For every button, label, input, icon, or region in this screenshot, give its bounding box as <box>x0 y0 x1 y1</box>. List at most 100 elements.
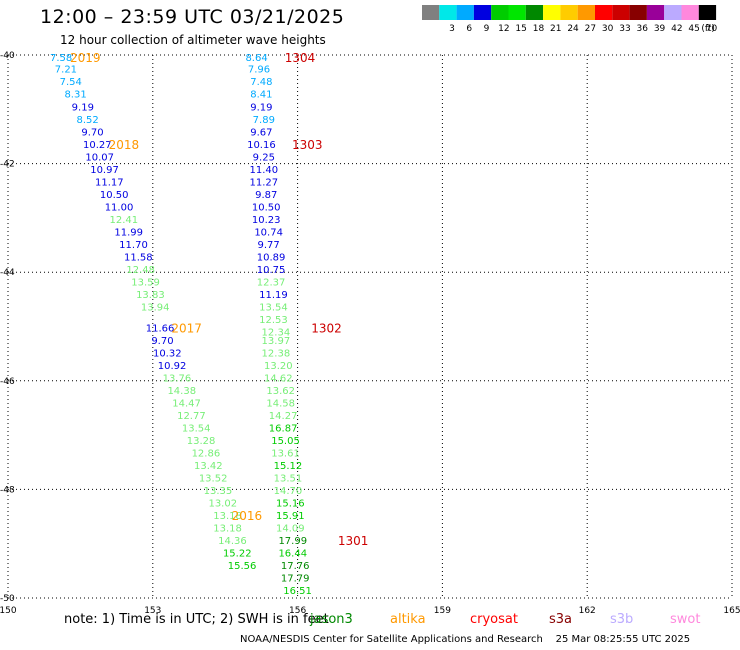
colorbar-swatch <box>612 5 630 20</box>
wave-height-point: 14.36 <box>218 536 247 547</box>
wave-height-point: 7.48 <box>250 77 272 88</box>
wave-height-point: 8.52 <box>77 115 99 126</box>
colorbar-swatch <box>629 5 647 20</box>
wave-height-point: 15.56 <box>228 561 257 572</box>
y-tick-label: -44 <box>0 268 15 278</box>
track-annotation: 1301 <box>338 534 369 548</box>
timestamp: 25 Mar 08:25:55 UTC 2025 <box>555 634 691 645</box>
wave-height-point: 15.12 <box>274 461 303 472</box>
colorbar-label: 36 <box>637 24 649 34</box>
track-annotation: 1303 <box>292 138 323 152</box>
wave-height-point: 13.97 <box>262 336 291 347</box>
colorbar-label: 24 <box>567 24 579 34</box>
colorbar-swatch <box>473 5 492 20</box>
wave-height-point: 11.00 <box>105 202 134 213</box>
x-tick-label: 165 <box>723 606 740 616</box>
colorbar-label: 18 <box>533 24 545 34</box>
wave-height-point: 11.27 <box>249 178 278 189</box>
satellite-legend-item: s3a <box>549 612 573 627</box>
wave-height-point: 12.34 <box>262 327 291 338</box>
wave-height-point: 13.18 <box>213 523 242 534</box>
colorbar-label: 12 <box>498 24 509 34</box>
wave-height-point: 13.35 <box>204 486 233 497</box>
wave-height-point: 9.19 <box>250 103 272 114</box>
colorbar-label: 3 <box>449 24 455 34</box>
wave-height-point: 9.25 <box>253 153 275 164</box>
wave-height-point: 15.05 <box>271 436 300 447</box>
wave-height-point: 17.76 <box>281 561 310 572</box>
y-tick-label: -42 <box>0 160 15 170</box>
wave-height-point: 8.31 <box>64 90 86 101</box>
y-tick-label: -48 <box>0 485 15 495</box>
wave-height-point: 13.62 <box>266 386 295 397</box>
wave-height-point: 11.19 <box>259 290 288 301</box>
wave-height-point: 11.99 <box>114 227 143 238</box>
wave-height-point: 13.54 <box>182 423 211 434</box>
wave-height-point: 17.99 <box>278 536 307 547</box>
page-title: 12:00 – 23:59 UTC 03/21/2025 <box>40 6 345 28</box>
wave-height-point: 7.21 <box>55 65 77 76</box>
wave-height-point: 10.74 <box>254 227 283 238</box>
wave-height-point: 15.16 <box>276 498 305 509</box>
x-tick-label: 150 <box>0 606 17 616</box>
wave-height-point: 11.17 <box>95 178 124 189</box>
track-annotation: 2017 <box>171 322 202 336</box>
wave-height-point: 9.70 <box>81 128 103 139</box>
wave-height-point: 10.92 <box>158 361 187 372</box>
wave-height-point: 14.47 <box>172 399 201 410</box>
colorbar-swatch <box>595 5 613 20</box>
wave-height-point: 10.07 <box>85 153 114 164</box>
colorbar-legend: 3 6 9 12 15 18 21 24 27 30 33 36 39 42 45 70(ft) <box>422 5 717 34</box>
colorbar-swatch <box>560 5 578 20</box>
wave-height-point: 14.70 <box>274 486 303 497</box>
colorbar-swatch <box>543 5 561 20</box>
wave-height-point: 7.89 <box>253 115 275 126</box>
colorbar-swatch <box>646 5 665 20</box>
track-annotation: 2018 <box>109 138 140 152</box>
wave-height-point: 11.40 <box>249 165 278 176</box>
wave-height-point: 13.83 <box>136 290 165 301</box>
wave-height-point: 14.38 <box>167 386 196 397</box>
wave-height-point: 10.97 <box>90 165 119 176</box>
colorbar-swatch <box>664 5 682 20</box>
wave-height-point: 14.58 <box>266 399 295 410</box>
wave-height-point: 9.19 <box>72 103 94 114</box>
wave-height-point: 13.20 <box>264 361 293 372</box>
colorbar-label: 42 <box>671 24 682 34</box>
satellite-legend-item: s3b <box>610 612 634 627</box>
colorbar-swatch <box>698 5 717 20</box>
wave-height-point: 11.58 <box>124 252 153 263</box>
wave-height-point: 8.41 <box>250 90 272 101</box>
colorbar-label: 39 <box>654 24 666 34</box>
wave-height-point: 13.52 <box>199 473 228 484</box>
track-annotation: 1302 <box>311 322 342 336</box>
colorbar-label: 45 <box>688 24 699 34</box>
wave-height-point: 9.77 <box>258 240 280 251</box>
wave-height-point: 10.16 <box>247 140 276 151</box>
wave-height-point: 12.86 <box>192 448 221 459</box>
wave-height-point: 12.38 <box>262 349 291 360</box>
colorbar-swatch <box>508 5 526 20</box>
wave-height-point: 14.27 <box>269 411 298 422</box>
satellite-legend-item: cryosat <box>470 612 518 627</box>
wave-height-point: 10.50 <box>252 202 281 213</box>
track-annotation: 1304 <box>285 51 316 65</box>
wave-height-point: 10.32 <box>153 349 182 360</box>
x-tick-label: 159 <box>434 606 451 616</box>
track-annotation: 2019 <box>70 51 101 65</box>
page-subtitle: 12 hour collection of altimeter wave hei… <box>60 33 326 47</box>
wave-height-point: 10.75 <box>257 265 286 276</box>
wave-height-point: 12.37 <box>257 277 286 288</box>
wave-height-point: 7.58 <box>50 53 72 64</box>
x-tick-label: 156 <box>289 606 306 616</box>
wave-height-point: 15.22 <box>223 548 252 559</box>
wave-height-point: 16.87 <box>269 423 298 434</box>
colorbar-swatch <box>681 5 699 20</box>
wave-height-point: 12.48 <box>126 265 155 276</box>
wave-height-point: 16.44 <box>278 548 307 559</box>
wave-height-point: 10.50 <box>100 190 129 201</box>
wave-height-point: 10.23 <box>252 215 281 226</box>
wave-height-point: 15.91 <box>276 511 305 522</box>
colorbar-label: 6 <box>466 24 472 34</box>
wave-height-point: 10.27 <box>83 140 112 151</box>
